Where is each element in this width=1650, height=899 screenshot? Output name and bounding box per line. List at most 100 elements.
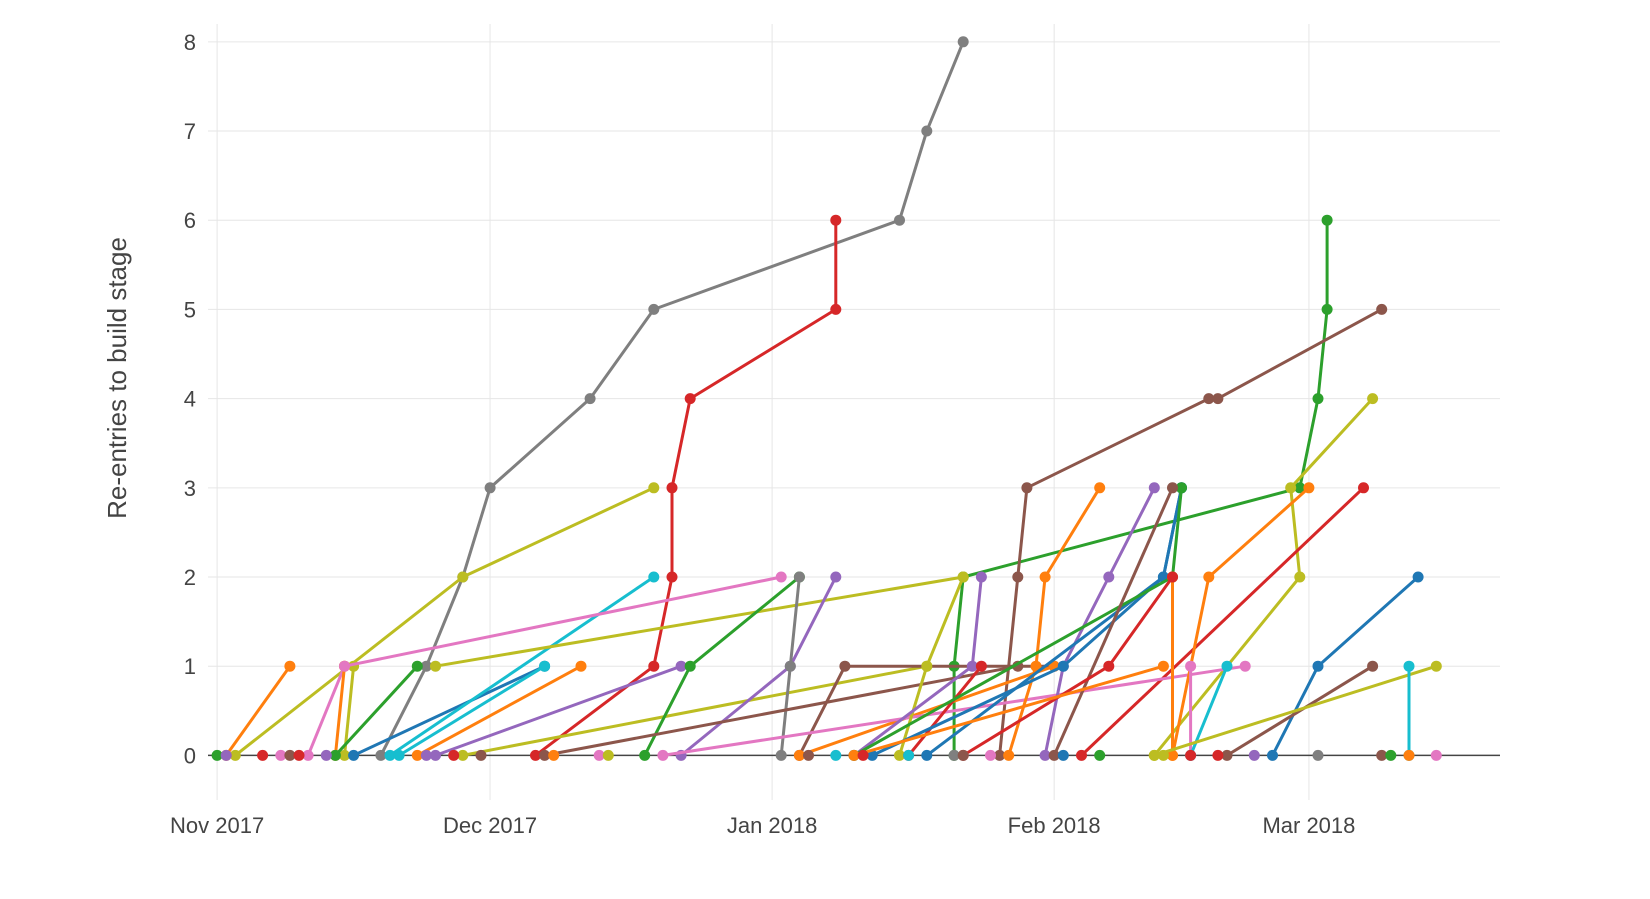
series-1 [375, 36, 969, 761]
data-point [957, 571, 969, 583]
data-point [539, 660, 551, 672]
data-point [684, 660, 696, 672]
data-point [1303, 482, 1315, 494]
data-point [866, 749, 878, 761]
x-axis-ticks: Nov 2017 Dec 2017 Jan 2018 Feb 2018 Mar 2018 [170, 813, 1355, 838]
series-28 [793, 660, 1060, 761]
data-point [1039, 571, 1051, 583]
data-point [375, 749, 387, 761]
data-point [848, 749, 860, 761]
y-tick-label: 1 [184, 654, 196, 679]
data-point [475, 749, 487, 761]
x-tick-label: Mar 2018 [1262, 813, 1355, 838]
data-point [994, 749, 1006, 761]
data-point [420, 749, 432, 761]
data-point [302, 749, 314, 761]
data-point [229, 749, 241, 761]
data-point [348, 749, 360, 761]
series-20 [339, 571, 787, 672]
data-point [430, 749, 441, 761]
data-point [921, 125, 933, 137]
data-point [830, 571, 842, 583]
data-point [1157, 660, 1169, 672]
data-point [539, 749, 551, 761]
data-point [1267, 749, 1278, 761]
data-point [1285, 482, 1297, 494]
data-point [1094, 749, 1106, 761]
data-point [1103, 571, 1115, 583]
series-line [998, 308, 1383, 756]
series-line [1153, 664, 1437, 757]
data-point [1430, 660, 1442, 672]
series-19 [430, 660, 687, 761]
data-point [1103, 660, 1115, 672]
data-point [675, 660, 687, 672]
series-line [389, 575, 655, 757]
series-line [435, 575, 964, 668]
data-point [1403, 749, 1415, 761]
series-line [1007, 487, 1101, 756]
series-32 [903, 660, 987, 761]
data-point [1221, 660, 1233, 672]
data-point [648, 571, 660, 583]
data-point [657, 749, 669, 761]
data-point [1367, 660, 1379, 672]
y-tick-label: 4 [184, 387, 196, 412]
data-point [284, 660, 296, 672]
data-point [484, 482, 496, 494]
data-point [1212, 393, 1224, 405]
data-point [830, 214, 842, 226]
x-tick-label: Dec 2017 [443, 813, 537, 838]
series-5 [994, 303, 1388, 761]
series-25 [775, 571, 805, 761]
baseline-marker-group [211, 749, 1442, 761]
series-line [798, 664, 1055, 757]
data-point [830, 749, 842, 761]
data-point [1312, 393, 1324, 405]
data-point [1148, 749, 1160, 761]
data-point [1167, 482, 1178, 494]
series-line [306, 665, 346, 756]
series-line [544, 664, 1019, 757]
data-point [339, 660, 350, 672]
data-point [1367, 393, 1379, 405]
data-point [1203, 571, 1215, 583]
data-point [1048, 749, 1060, 761]
data-point [1012, 571, 1024, 583]
data-point [966, 660, 978, 672]
series-14 [329, 660, 423, 761]
data-point [1312, 660, 1324, 672]
data-point [339, 749, 350, 761]
data-point [775, 571, 787, 583]
data-point [293, 749, 305, 761]
series-line [224, 665, 292, 757]
series-7 [1076, 482, 1369, 761]
data-point [803, 749, 814, 761]
data-point [420, 660, 432, 672]
data-point [666, 482, 678, 494]
data-point [957, 36, 969, 48]
series-line [434, 664, 682, 757]
series-10 [220, 660, 296, 761]
data-point [1385, 749, 1397, 761]
data-point [1039, 749, 1051, 761]
data-point [839, 660, 851, 672]
x-tick-label: Nov 2017 [170, 813, 264, 838]
data-point [448, 749, 460, 761]
data-point [975, 571, 987, 583]
data-point [384, 749, 396, 761]
series-21 [430, 571, 969, 672]
data-point [894, 749, 905, 761]
data-point [548, 749, 560, 761]
data-point [1021, 482, 1033, 494]
series-line [662, 664, 1246, 757]
data-point [684, 393, 696, 405]
series-line [416, 664, 582, 757]
data-point [211, 749, 223, 761]
data-point [894, 214, 905, 226]
y-tick-label: 7 [184, 119, 196, 144]
data-point [430, 660, 441, 672]
data-point [1185, 749, 1197, 761]
x-tick-label: Jan 2018 [727, 813, 818, 838]
